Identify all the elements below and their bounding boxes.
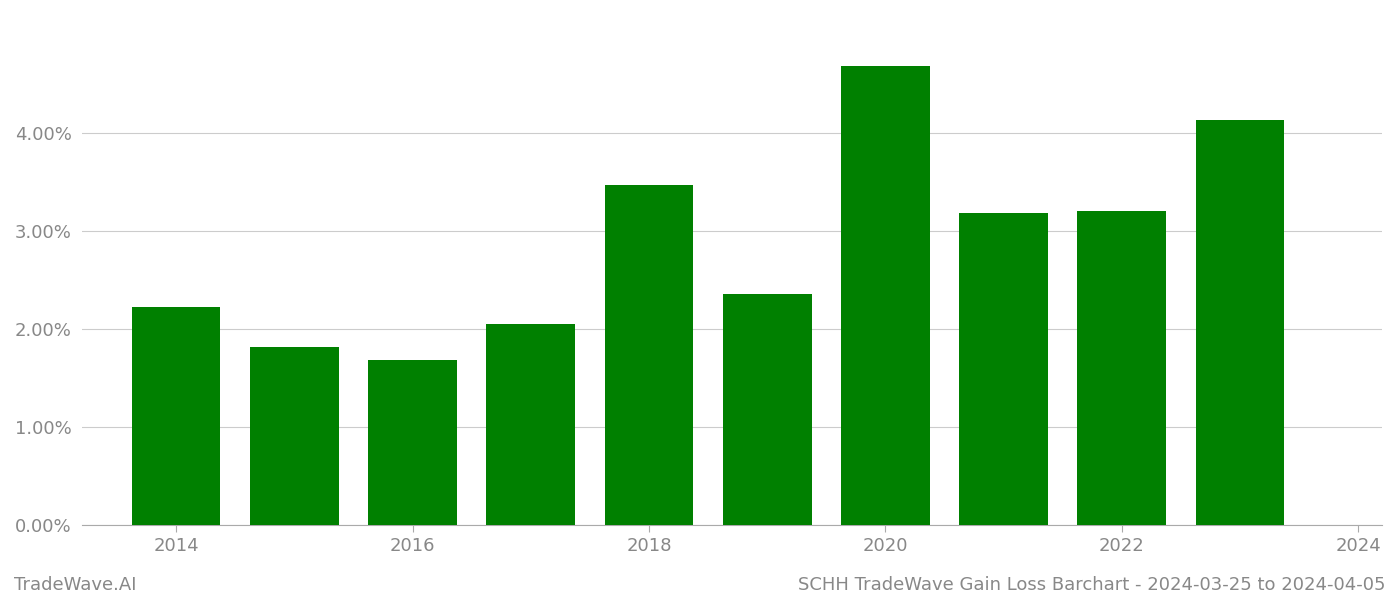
Bar — [486, 324, 575, 525]
Bar — [722, 293, 812, 525]
Bar — [251, 347, 339, 525]
Bar — [368, 361, 456, 525]
Bar — [959, 213, 1049, 525]
Text: TradeWave.AI: TradeWave.AI — [14, 576, 137, 594]
Bar — [605, 185, 693, 525]
Text: SCHH TradeWave Gain Loss Barchart - 2024-03-25 to 2024-04-05: SCHH TradeWave Gain Loss Barchart - 2024… — [798, 576, 1386, 594]
Bar — [1196, 120, 1284, 525]
Bar — [132, 307, 220, 525]
Bar — [841, 66, 930, 525]
Bar — [1078, 211, 1166, 525]
